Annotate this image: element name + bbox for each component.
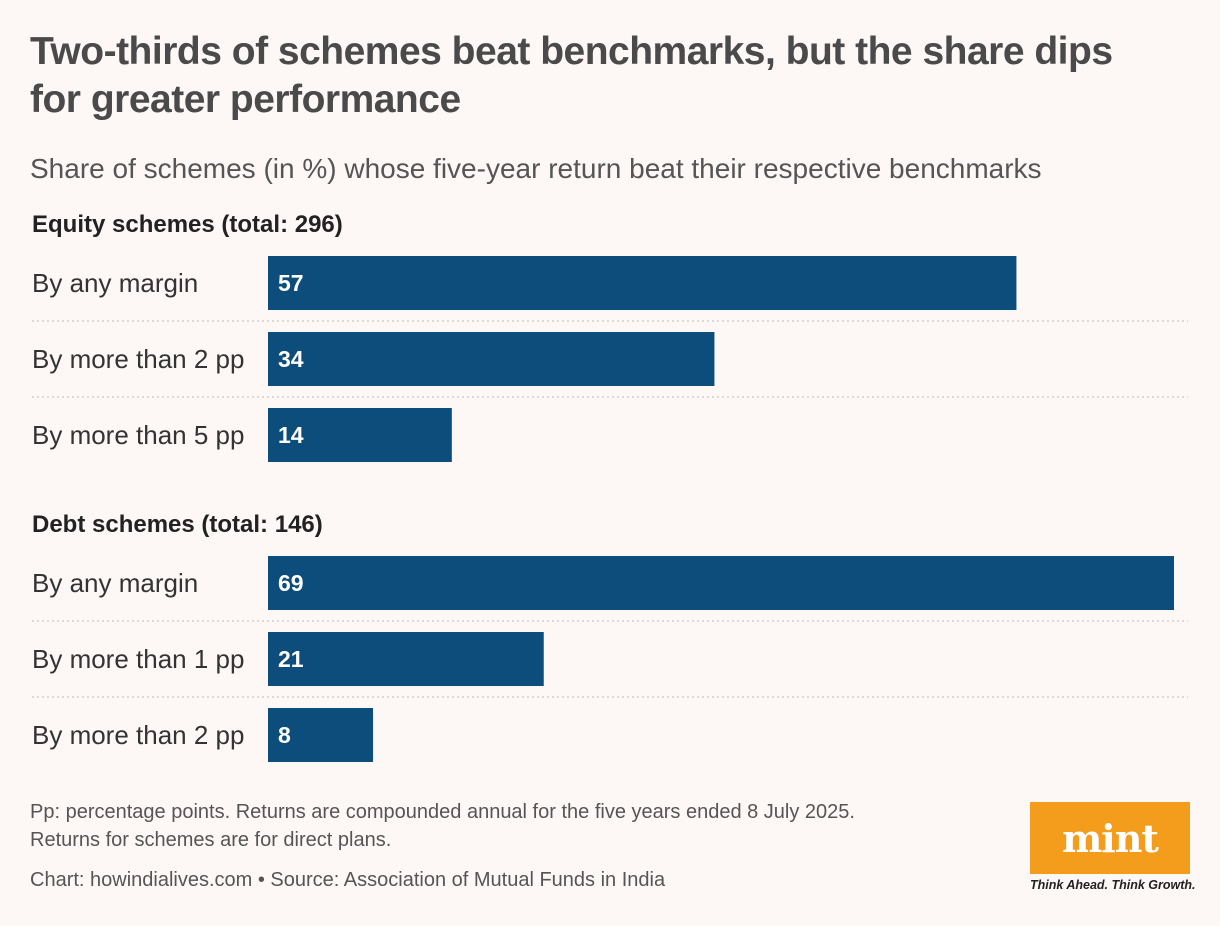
mint-tagline: Think Ahead. Think Growth. [1030,878,1196,892]
category-label: By more than 2 pp [32,720,244,750]
mint-wordmark: mint [1062,815,1159,861]
bar-value-label: 21 [278,646,304,672]
mint-logo: mint [1030,802,1190,874]
chart-subtitle: Share of schemes (in %) whose five-year … [30,153,1042,184]
category-label: By more than 5 pp [32,420,244,450]
bar [268,556,1174,610]
bar-value-label: 14 [278,422,304,448]
source-credit: Chart: howindialives.com • Source: Assoc… [30,869,666,891]
bar [268,408,452,462]
bar [268,332,715,386]
bar-value-label: 69 [278,570,304,596]
bar-value-label: 8 [278,722,291,748]
equity-group-title: Equity schemes (total: 296) [32,211,343,238]
bar-value-label: 34 [278,346,304,372]
footnote-line-2: Returns for schemes are for direct plans… [30,829,392,851]
chart-title: Two-thirds of schemes beat benchmarks, b… [30,30,1113,121]
footnote-line-1: Pp: percentage points. Returns are compo… [30,801,855,823]
category-label: By any margin [32,568,198,598]
debt-group-title: Debt schemes (total: 146) [32,511,323,538]
category-label: By more than 1 pp [32,644,244,674]
bar [268,632,544,686]
bar-value-label: 57 [278,270,304,296]
category-label: By more than 2 pp [32,344,244,374]
bar [268,708,374,762]
bar [268,256,1017,310]
category-label: By any margin [32,268,198,298]
